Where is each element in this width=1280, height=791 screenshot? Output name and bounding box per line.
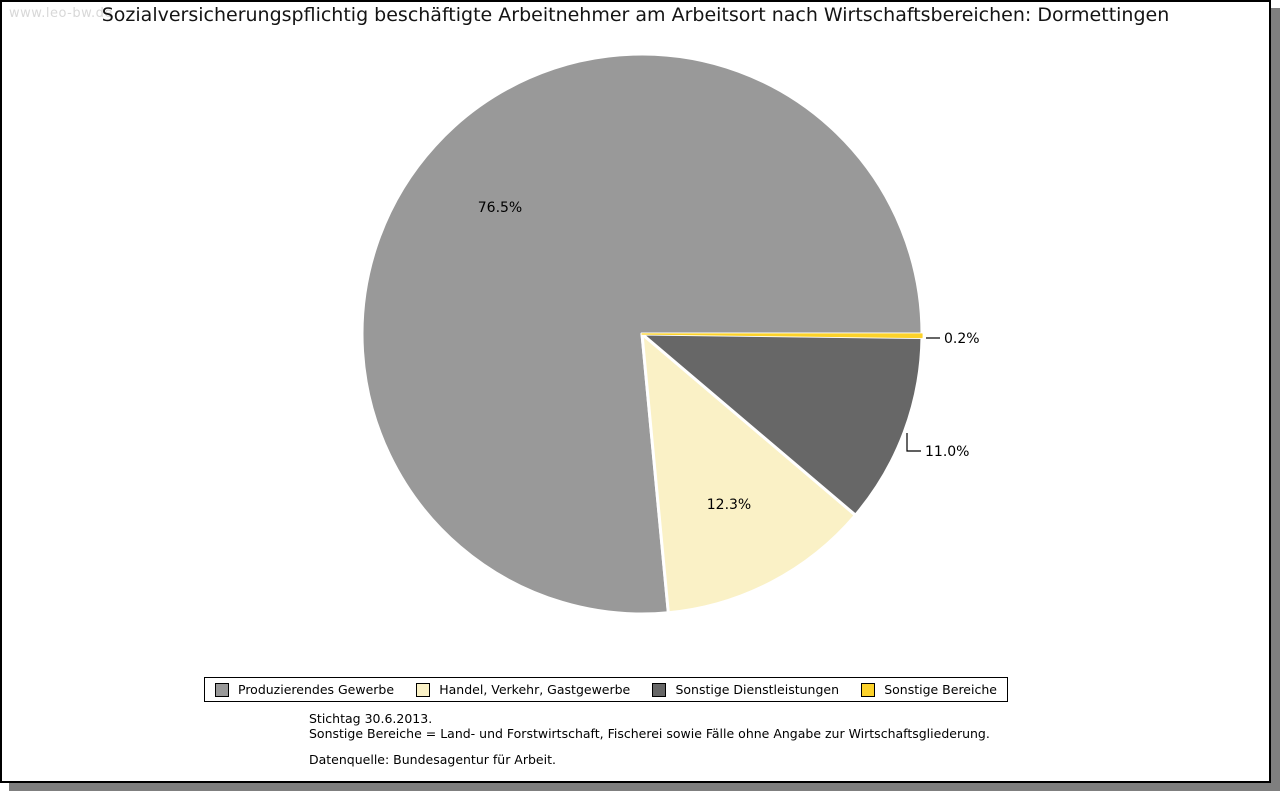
legend-label: Sonstige Bereiche bbox=[884, 682, 997, 697]
legend-swatch-icon bbox=[861, 682, 876, 697]
page-title: Sozialversicherungspflichtig beschäftigt… bbox=[101, 4, 1170, 26]
pie-slice bbox=[641, 333, 923, 339]
footnote-definition: Sonstige Bereiche = Land- und Forstwirts… bbox=[309, 726, 990, 741]
slice-label-produzierendes-gewerbe: 76.5% bbox=[478, 200, 522, 216]
legend-item-sonstige-dienstleistungen: Sonstige Dienstleistungen bbox=[652, 682, 839, 697]
footnote-stichtag: Stichtag 30.6.2013. bbox=[309, 711, 433, 726]
legend-label: Handel, Verkehr, Gastgewerbe bbox=[439, 682, 631, 697]
pie-slice bbox=[640, 332, 857, 615]
pie-slice bbox=[360, 52, 924, 616]
legend-item-produzierendes-gewerbe: Produzierendes Gewerbe bbox=[215, 682, 394, 697]
pie-slice bbox=[640, 332, 924, 517]
legend: Produzierendes Gewerbe Handel, Verkehr, … bbox=[204, 677, 1008, 702]
watermark: www.leo-bw.de bbox=[9, 6, 113, 21]
legend-swatch-icon bbox=[416, 682, 431, 697]
pie-slices bbox=[360, 52, 924, 616]
legend-item-handel-verkehr-gastgewerbe: Handel, Verkehr, Gastgewerbe bbox=[416, 682, 630, 697]
pie-chart: 76.5% 12.3% 11.0% 0.2% bbox=[360, 52, 980, 616]
legend-swatch-icon bbox=[215, 682, 229, 697]
data-source-note: Datenquelle: Bundesagentur für Arbeit. bbox=[309, 752, 556, 767]
legend-label: Sonstige Dienstleistungen bbox=[675, 682, 839, 697]
slice-label-sonstige-dienstleistungen: 11.0% bbox=[925, 444, 969, 460]
legend-item-sonstige-bereiche: Sonstige Bereiche bbox=[861, 682, 997, 697]
legend-label: Produzierendes Gewerbe bbox=[238, 682, 395, 697]
footnotes: Stichtag 30.6.2013. Sonstige Bereiche = … bbox=[309, 711, 990, 741]
callout-line-sonstige-dienstleistungen bbox=[906, 433, 921, 452]
slice-label-sonstige-bereiche: 0.2% bbox=[944, 331, 980, 347]
legend-swatch-icon bbox=[652, 682, 667, 697]
slice-label-handel-verkehr-gastgewerbe: 12.3% bbox=[707, 497, 751, 513]
